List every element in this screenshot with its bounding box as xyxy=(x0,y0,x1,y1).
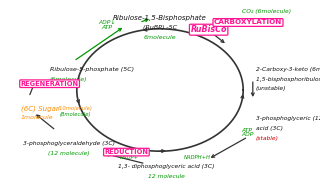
Text: (12 molecule): (12 molecule) xyxy=(48,151,90,156)
Text: CO₂ (6molecule): CO₂ (6molecule) xyxy=(242,9,291,14)
Text: (6molecule): (6molecule) xyxy=(50,77,87,82)
Text: RuBisCo: RuBisCo xyxy=(190,25,227,34)
Text: 6molecule: 6molecule xyxy=(144,35,176,40)
Text: Ribulose-1,5-Bisphosphate: Ribulose-1,5-Bisphosphate xyxy=(113,15,207,21)
Text: 12 molecule: 12 molecule xyxy=(148,174,185,179)
Text: (6C) Sugar: (6C) Sugar xyxy=(21,105,59,112)
Text: Ribulose-5-phosphate (5C): Ribulose-5-phosphate (5C) xyxy=(50,68,134,73)
Text: (8molecule): (8molecule) xyxy=(60,112,91,117)
Text: (stable): (stable) xyxy=(256,136,279,141)
Text: NADPH+H: NADPH+H xyxy=(184,155,211,160)
Text: REDUCTION: REDUCTION xyxy=(104,149,148,155)
Text: CARBOXYLATION: CARBOXYLATION xyxy=(214,19,282,26)
Text: ADP↓: ADP↓ xyxy=(99,20,116,25)
Text: 2-Carboxy-3-keto (6molecule): 2-Carboxy-3-keto (6molecule) xyxy=(256,67,320,72)
Text: 1,3- diphosphoglyceric acid (3C): 1,3- diphosphoglyceric acid (3C) xyxy=(118,164,215,169)
Text: ADP: ADP xyxy=(242,132,254,138)
Text: 3-phosphoglyceraldehyde (3C): 3-phosphoglyceraldehyde (3C) xyxy=(23,141,115,146)
Text: REGENERATION: REGENERATION xyxy=(20,81,79,87)
Text: ATP: ATP xyxy=(102,25,113,30)
Text: (unstable): (unstable) xyxy=(256,86,286,91)
Text: 1molecule: 1molecule xyxy=(21,115,53,120)
Text: 1,5-bisphosphoribulose (6c): 1,5-bisphosphoribulose (6c) xyxy=(256,76,320,82)
Text: acid (3C): acid (3C) xyxy=(256,126,283,131)
Text: (10molecule): (10molecule) xyxy=(58,106,92,111)
Text: NADP+: NADP+ xyxy=(120,155,139,160)
Text: 3-phosphoglyceric (12molecule): 3-phosphoglyceric (12molecule) xyxy=(256,116,320,121)
Text: ATP: ATP xyxy=(242,128,252,133)
Text: (RuBP) -5C: (RuBP) -5C xyxy=(143,25,177,30)
